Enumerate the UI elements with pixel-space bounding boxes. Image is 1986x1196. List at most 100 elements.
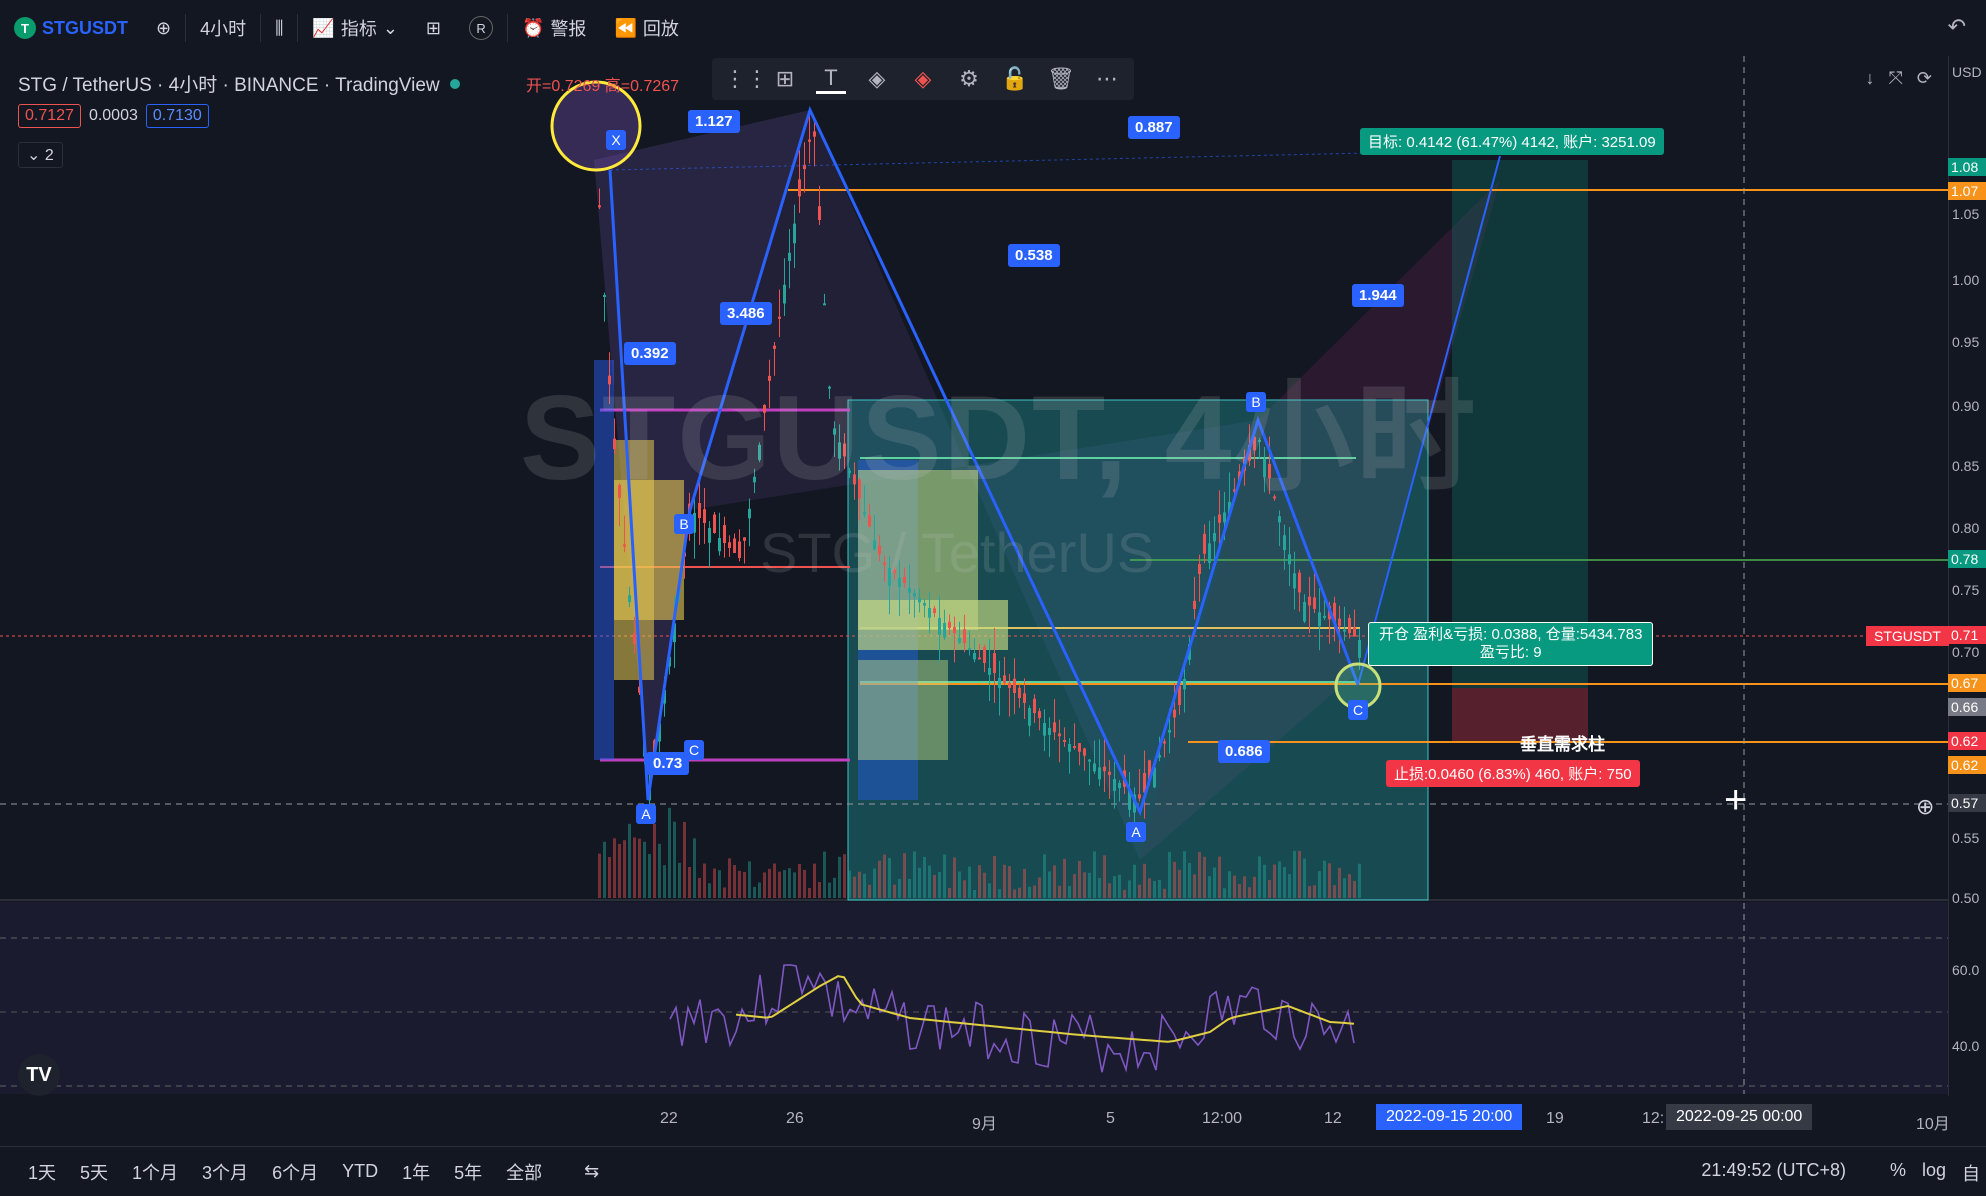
buy-price-button[interactable]: 0.7130 bbox=[145, 104, 209, 128]
candle bbox=[618, 484, 621, 498]
volume-bar bbox=[1303, 858, 1306, 898]
volume-bar bbox=[1033, 885, 1036, 898]
position-stop-label[interactable]: 止损:0.0460 (6.83%) 460, 账户: 750 bbox=[1386, 760, 1640, 787]
candle bbox=[1028, 708, 1031, 726]
fill-color-icon[interactable]: ◈ bbox=[868, 66, 886, 91]
drag-handle-icon[interactable]: ⋮⋮ bbox=[724, 66, 768, 91]
time-axis[interactable]: 22 26 9月 5 12:00 12 2022-09-15 20:00 19 … bbox=[0, 1096, 1986, 1146]
percent-scale-toggle[interactable]: % bbox=[1889, 1160, 1906, 1180]
position-target-label[interactable]: 目标: 0.4142 (61.47%) 4142, 账户: 3251.09 bbox=[1360, 128, 1664, 155]
price-axis[interactable] bbox=[1948, 56, 1986, 1096]
osc-tick: 40.0 bbox=[1952, 1038, 1980, 1054]
settings-gear-icon[interactable]: ⚙ bbox=[959, 66, 979, 91]
trash-icon[interactable]: 🗑 bbox=[1047, 66, 1075, 91]
candle bbox=[1233, 489, 1236, 492]
volume-bar bbox=[1188, 863, 1191, 898]
candle bbox=[843, 443, 846, 457]
candle bbox=[788, 252, 791, 261]
projection-line[interactable] bbox=[1357, 155, 1501, 686]
candle bbox=[1293, 573, 1296, 589]
chart-type-candles-icon[interactable]: ⫼ bbox=[275, 17, 284, 38]
range-6m[interactable]: 6个月 bbox=[272, 1162, 319, 1183]
range-1y[interactable]: 1年 bbox=[402, 1162, 431, 1183]
symbol-watermark-sub: STG / TetherUS bbox=[760, 521, 1155, 584]
divider bbox=[260, 14, 262, 42]
candle bbox=[1198, 563, 1201, 574]
add-alert-plus-icon[interactable]: ⊕ bbox=[1916, 794, 1935, 819]
symbol-search[interactable]: T STGUSDT bbox=[0, 0, 142, 56]
candle bbox=[1158, 755, 1161, 758]
volume-bar bbox=[1288, 874, 1291, 898]
volume-bar bbox=[1183, 851, 1186, 898]
volume-bar bbox=[1308, 886, 1311, 898]
compare-add-icon[interactable]: ⊕ bbox=[156, 17, 172, 38]
candle bbox=[1118, 782, 1121, 789]
volume-bar bbox=[673, 821, 676, 898]
alert-button[interactable]: ⏰ 警报 bbox=[508, 0, 600, 56]
harmonic-pattern-line[interactable] bbox=[608, 105, 1360, 817]
replay-button[interactable]: ⏪ 回放 bbox=[600, 0, 692, 56]
auto-scale-toggle[interactable]: 自 bbox=[1962, 1164, 1980, 1184]
range-3m[interactable]: 3个月 bbox=[202, 1162, 249, 1183]
range-ytd[interactable]: YTD bbox=[342, 1161, 379, 1181]
log-scale-toggle[interactable]: log bbox=[1921, 1160, 1946, 1180]
axis-tick: 0.70 bbox=[1952, 644, 1980, 660]
interval-button[interactable]: 4小时 bbox=[200, 19, 247, 39]
volume-bar bbox=[628, 823, 631, 898]
volume-bar bbox=[1283, 866, 1286, 898]
range-5d[interactable]: 5天 bbox=[80, 1162, 109, 1183]
ratio-label: 1.127 bbox=[688, 110, 740, 133]
ohlc-open: 0.7269 bbox=[551, 78, 601, 95]
sell-price-button[interactable]: 0.7127 bbox=[18, 104, 81, 128]
range-1m[interactable]: 1个月 bbox=[132, 1162, 179, 1183]
unlock-icon[interactable]: 🔓 bbox=[1001, 66, 1029, 91]
candle bbox=[888, 568, 891, 586]
candle bbox=[988, 668, 991, 675]
price-chart[interactable] bbox=[0, 56, 1986, 1096]
volume-bar bbox=[848, 870, 851, 898]
replay-badge[interactable]: R bbox=[455, 0, 507, 56]
range-5y[interactable]: 5年 bbox=[454, 1162, 483, 1183]
candle bbox=[1138, 794, 1141, 799]
undo-icon[interactable]: ↶ bbox=[1947, 14, 1966, 39]
candle bbox=[903, 577, 906, 583]
candle bbox=[1208, 543, 1211, 563]
scale-options: % log 自 bbox=[1890, 1160, 1986, 1186]
more-options-icon[interactable]: ⋯ bbox=[1096, 66, 1118, 91]
volume-bar bbox=[943, 854, 946, 898]
legend-title[interactable]: STG / TetherUS · 4小时 · BINANCE · Trading… bbox=[18, 75, 440, 96]
long-position-loss-zone[interactable] bbox=[1452, 688, 1588, 742]
volume-bar bbox=[1143, 863, 1146, 898]
layouts-grid-icon[interactable]: ⊞ bbox=[425, 17, 442, 38]
volume-bar bbox=[773, 863, 776, 898]
collapse-indicators-button[interactable]: ⌄ 2 bbox=[18, 142, 63, 168]
candle bbox=[1358, 640, 1361, 658]
range-1d[interactable]: 1天 bbox=[28, 1162, 57, 1183]
time-tick: 12:00 bbox=[1202, 1110, 1243, 1127]
templates-icon[interactable]: ⊞ bbox=[775, 66, 795, 91]
goto-date-icon[interactable]: ⇆ bbox=[584, 1161, 600, 1181]
line-color-icon[interactable]: ◈ bbox=[914, 66, 932, 91]
indicators-button[interactable]: 📈 指标 ⌄ bbox=[298, 0, 412, 56]
candle bbox=[878, 545, 881, 555]
volume-bar bbox=[1053, 865, 1056, 898]
axis-tag-crosshair: 0.57 bbox=[1948, 794, 1986, 812]
clock-timezone[interactable]: 21:49:52 (UTC+8) bbox=[1701, 1160, 1846, 1180]
position-open-line1: 开仓 盈利&亏损: 0.0388, 仓量:5434.783 bbox=[1379, 626, 1643, 643]
volume-bar bbox=[1338, 867, 1341, 898]
volume-bar bbox=[853, 876, 856, 898]
text-tool-icon[interactable]: T bbox=[816, 65, 846, 94]
range-all[interactable]: 全部 bbox=[506, 1162, 543, 1183]
volume-bar bbox=[1108, 883, 1111, 898]
candle bbox=[713, 514, 716, 533]
candle bbox=[783, 284, 786, 304]
volume-bar bbox=[788, 868, 791, 898]
maximize-pane-icon[interactable]: ⟳ bbox=[1916, 68, 1932, 88]
volume-bar bbox=[733, 865, 736, 898]
tradingview-logo-icon[interactable]: TV bbox=[18, 1054, 60, 1096]
indicator-count: 2 bbox=[44, 147, 54, 164]
collapse-pane-icon[interactable]: ⤧ bbox=[1888, 68, 1903, 88]
position-open-label[interactable]: 开仓 盈利&亏损: 0.0388, 仓量:5434.783 盈亏比: 9 bbox=[1368, 622, 1654, 666]
candle bbox=[1318, 612, 1321, 627]
arrow-down-icon[interactable]: ↓ bbox=[1865, 68, 1875, 88]
